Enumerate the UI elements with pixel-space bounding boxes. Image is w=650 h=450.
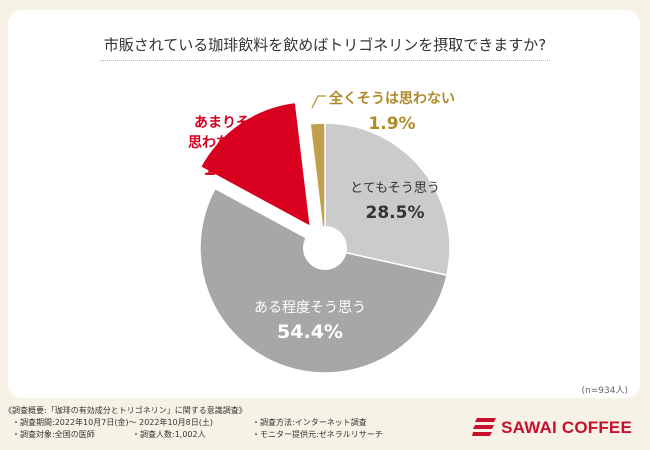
pie-slice [324, 122, 451, 277]
slice-value: 1.9% [368, 114, 415, 134]
survey-overview: 《調査概要:「珈琲の有効成分とトリゴネリン」に関する意識調査》 ・調査期間:20… [4, 403, 474, 447]
slice-label: ある程度そう思う [254, 300, 366, 316]
title-divider [100, 60, 550, 61]
sample-size-note: (n=934人) [581, 386, 628, 396]
slice-value: 15.2% [203, 158, 269, 180]
slice-value: 28.5% [366, 203, 425, 223]
chart-title: 市販されている珈琲飲料を飲めばトリゴネリンを摂取できますか? [103, 36, 547, 54]
survey-overview-title: 《調査概要:「珈琲の有効成分とトリゴネリン」に関する意識調査》 [4, 406, 247, 415]
pie-slice [199, 187, 448, 374]
brand-mark-icon [472, 418, 497, 436]
leader-line [311, 95, 326, 109]
brand-logo: SAWAI COFFEE [472, 418, 632, 438]
slice-label: とてもそう思う [350, 181, 440, 196]
survey-method: ・調査方法:インターネット調査 [252, 418, 367, 427]
survey-provider: ・モニター提供元:ゼネラルリサーチ [252, 430, 383, 439]
brand-name: SAWAI COFFEE [501, 418, 632, 437]
pie-slice [199, 101, 312, 228]
slice-label: 全くそうは思わない [328, 90, 455, 107]
pie-slice [309, 122, 326, 249]
survey-period: ・調査期間:2022年10月7日(金)～ 2022年10月8日(土) [12, 418, 213, 427]
survey-count: ・調査人数:1,002人 [132, 430, 206, 439]
slice-label: 思わない [188, 135, 244, 151]
slice-value: 54.4% [277, 321, 343, 343]
pie-center-hole [303, 226, 347, 270]
slice-label: あまりそうは [194, 115, 278, 131]
survey-target: ・調査対象:全国の医師 [12, 430, 95, 439]
